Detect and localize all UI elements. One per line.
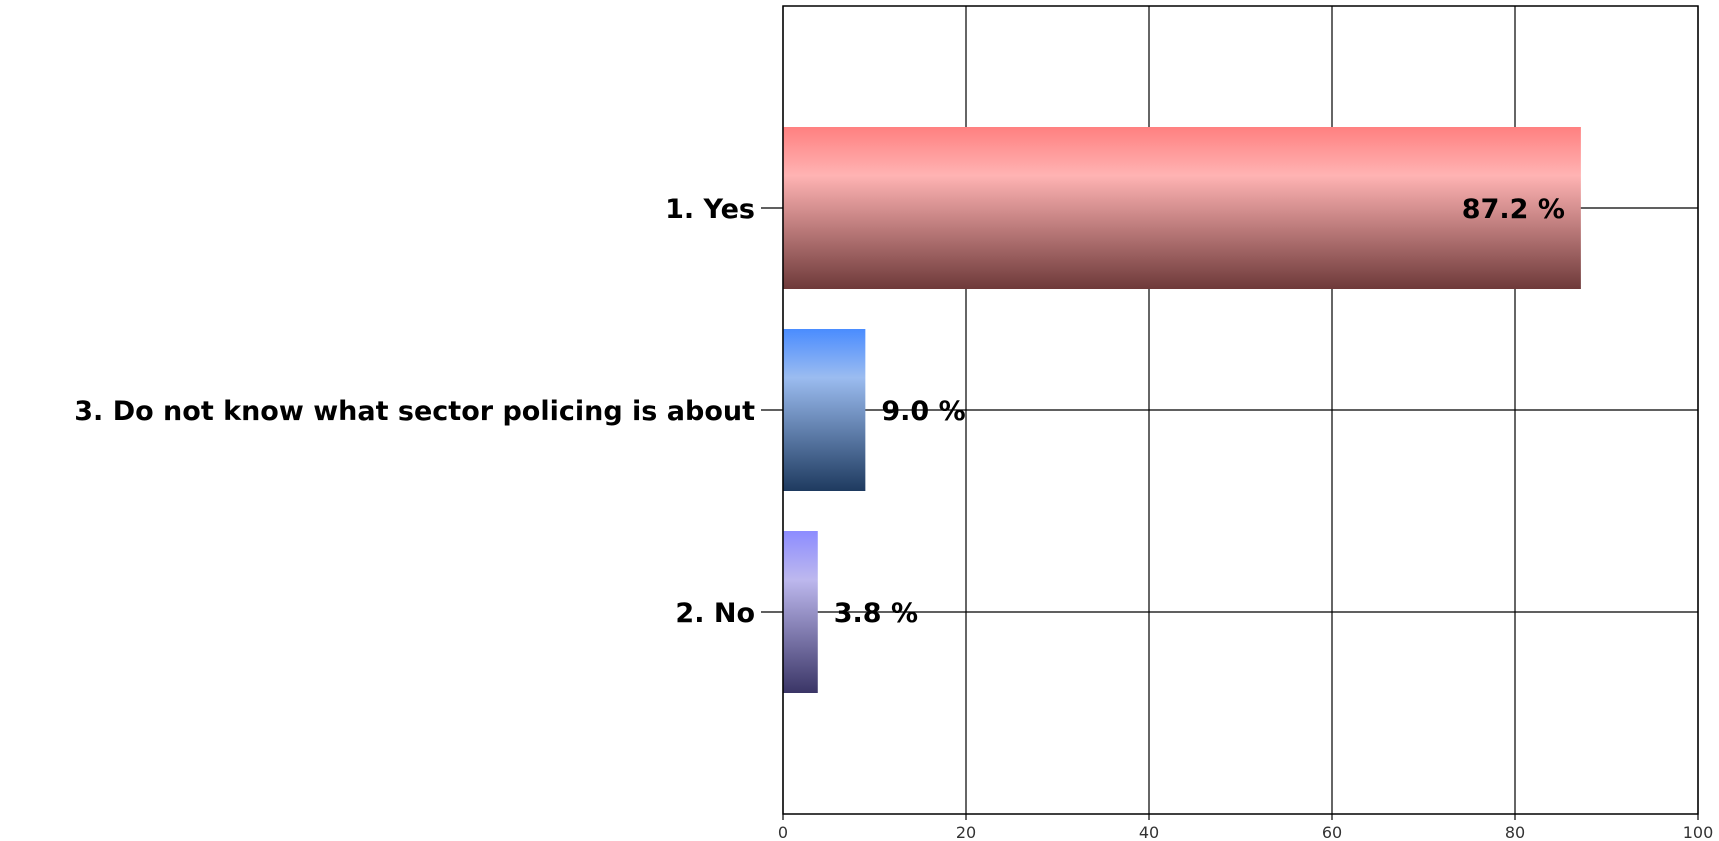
bar-3: [783, 531, 818, 693]
bars: [783, 127, 1581, 693]
x-tick-label: 20: [956, 823, 976, 841]
x-tick-label: 40: [1139, 823, 1159, 841]
category-label: 2. No: [675, 598, 755, 629]
value-label: 9.0 %: [881, 396, 965, 427]
x-tick-label: 0: [778, 823, 788, 841]
x-tick-label: 80: [1505, 823, 1525, 841]
bar-1: [783, 127, 1581, 289]
category-label: 3. Do not know what sector policing is a…: [74, 396, 755, 427]
category-label: 1. Yes: [665, 194, 755, 225]
plot-area-border: [782, 5, 1699, 815]
x-tick-label: 100: [1683, 823, 1714, 841]
bar-2: [783, 329, 866, 491]
value-label: 87.2 %: [1462, 194, 1565, 225]
value-label: 3.8 %: [834, 598, 918, 629]
labels: 0 20 40 60 80 100 1. Yes 87.2 % 3. Do not know w…: [74, 194, 1713, 841]
x-tick-label: 60: [1322, 823, 1342, 841]
